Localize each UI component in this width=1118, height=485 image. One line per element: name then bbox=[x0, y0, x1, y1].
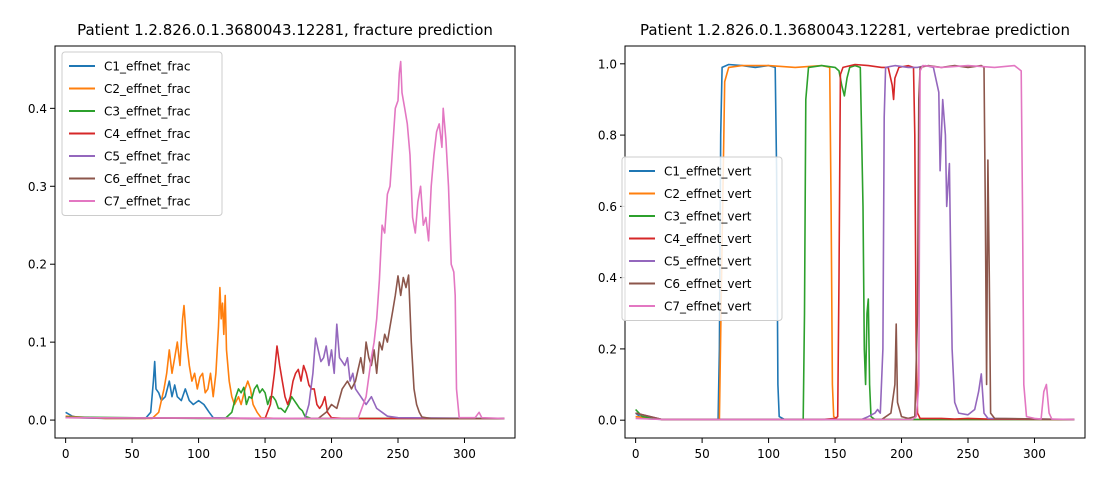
vertebrae-x-tick-label: 300 bbox=[1023, 447, 1046, 461]
fracture-x-tick-label: 0 bbox=[62, 447, 70, 461]
fracture-x-tick-label: 150 bbox=[254, 447, 277, 461]
fracture-y-tick-label: 0.3 bbox=[28, 180, 47, 194]
vertebrae-y-tick-label: 0.2 bbox=[598, 342, 617, 356]
vertebrae-x-tick-label: 200 bbox=[890, 447, 913, 461]
vertebrae-x-tick-label: 50 bbox=[694, 447, 709, 461]
fracture-series-line-6 bbox=[65, 274, 505, 420]
fracture-series-line-2 bbox=[65, 286, 505, 420]
fracture-legend: C1_effnet_frac C2_effnet_frac C3_effnet_fr… bbox=[61, 51, 223, 216]
vertebrae-y-tick-label: 1.0 bbox=[598, 57, 617, 71]
vertebrae-legend-label: C5_effnet_vert bbox=[664, 255, 752, 269]
vertebrae-legend-label: C1_effnet_vert bbox=[664, 165, 752, 179]
fracture-chart-title: Patient 1.2.826.0.1.3680043.12281, fract… bbox=[77, 21, 493, 39]
fracture-x-tick-label: 100 bbox=[187, 447, 210, 461]
fracture-legend-box bbox=[61, 51, 223, 216]
vertebrae-y-tick-label: 0.6 bbox=[598, 200, 617, 214]
vertebrae-x-tick-label: 250 bbox=[957, 447, 980, 461]
vertebrae-y-tick-label: 0.8 bbox=[598, 129, 617, 143]
vertebrae-y-tick-label: 0.0 bbox=[598, 414, 617, 428]
fracture-y-axis: 0.0 0.1 0.2 0.3 0.4 bbox=[28, 102, 55, 428]
fracture-x-tick-label: 300 bbox=[453, 447, 476, 461]
vertebrae-series-line-5 bbox=[635, 64, 1075, 421]
vertebrae-series-line-7 bbox=[635, 64, 1075, 421]
fracture-y-tick-label: 0.0 bbox=[28, 414, 47, 428]
vertebrae-legend-label: C7_effnet_vert bbox=[664, 300, 752, 314]
vertebrae-x-tick-label: 150 bbox=[824, 447, 847, 461]
fracture-x-tick-label: 50 bbox=[124, 447, 139, 461]
fracture-series-lines bbox=[65, 60, 505, 420]
vertebrae-series-line-2 bbox=[635, 64, 1075, 421]
fracture-x-tick-label: 250 bbox=[387, 447, 410, 461]
fracture-series-line-1 bbox=[65, 360, 505, 420]
vertebrae-chart-title: Patient 1.2.826.0.1.3680043.12281, verte… bbox=[640, 21, 1070, 39]
fracture-legend-label: C4_effnet_frac bbox=[104, 127, 190, 141]
vertebrae-x-axis: 0 50 100 150 200 250 300 bbox=[632, 438, 1046, 461]
fracture-legend-label: C5_effnet_frac bbox=[104, 150, 190, 164]
fracture-legend-label: C6_effnet_frac bbox=[104, 172, 190, 186]
fracture-legend-label: C7_effnet_frac bbox=[104, 195, 190, 209]
fracture-legend-label: C2_effnet_frac bbox=[104, 82, 190, 96]
fracture-legend-label: C3_effnet_frac bbox=[104, 105, 190, 119]
vertebrae-legend-box bbox=[621, 156, 783, 321]
vertebrae-x-tick-label: 0 bbox=[632, 447, 640, 461]
fracture-x-axis: 0 50 100 150 200 250 300 bbox=[62, 438, 476, 461]
vertebrae-legend-label: C2_effnet_vert bbox=[664, 187, 752, 201]
fracture-y-tick-label: 0.4 bbox=[28, 102, 47, 116]
fracture-series-line-7 bbox=[65, 60, 505, 420]
vertebrae-series-line-3 bbox=[635, 64, 1075, 421]
fracture-legend-label: C1_effnet_frac bbox=[104, 60, 190, 74]
fracture-series-line-5 bbox=[65, 323, 505, 420]
fracture-chart: Patient 1.2.826.0.1.3680043.12281, fract… bbox=[28, 21, 516, 461]
vertebrae-series-lines bbox=[635, 63, 1075, 421]
fracture-y-tick-label: 0.2 bbox=[28, 258, 47, 272]
vertebrae-legend-label: C3_effnet_vert bbox=[664, 210, 752, 224]
fracture-series-line-3 bbox=[65, 384, 505, 420]
vertebrae-y-tick-label: 0.4 bbox=[598, 271, 617, 285]
fracture-y-tick-label: 0.1 bbox=[28, 336, 47, 350]
vertebrae-chart: Patient 1.2.826.0.1.3680043.12281, verte… bbox=[598, 21, 1086, 461]
fracture-x-tick-label: 200 bbox=[320, 447, 343, 461]
fracture-series-line-4 bbox=[65, 345, 505, 420]
vertebrae-legend-label: C6_effnet_vert bbox=[664, 277, 752, 291]
vertebrae-y-axis: 0.0 0.2 0.4 0.6 0.8 1.0 bbox=[598, 57, 625, 428]
vertebrae-legend: C1_effnet_vert C2_effnet_vert C3_effnet_ve… bbox=[621, 156, 783, 321]
vertebrae-legend-label: C4_effnet_vert bbox=[664, 232, 752, 246]
vertebrae-x-tick-label: 100 bbox=[757, 447, 780, 461]
vertebrae-series-line-4 bbox=[635, 63, 1075, 421]
